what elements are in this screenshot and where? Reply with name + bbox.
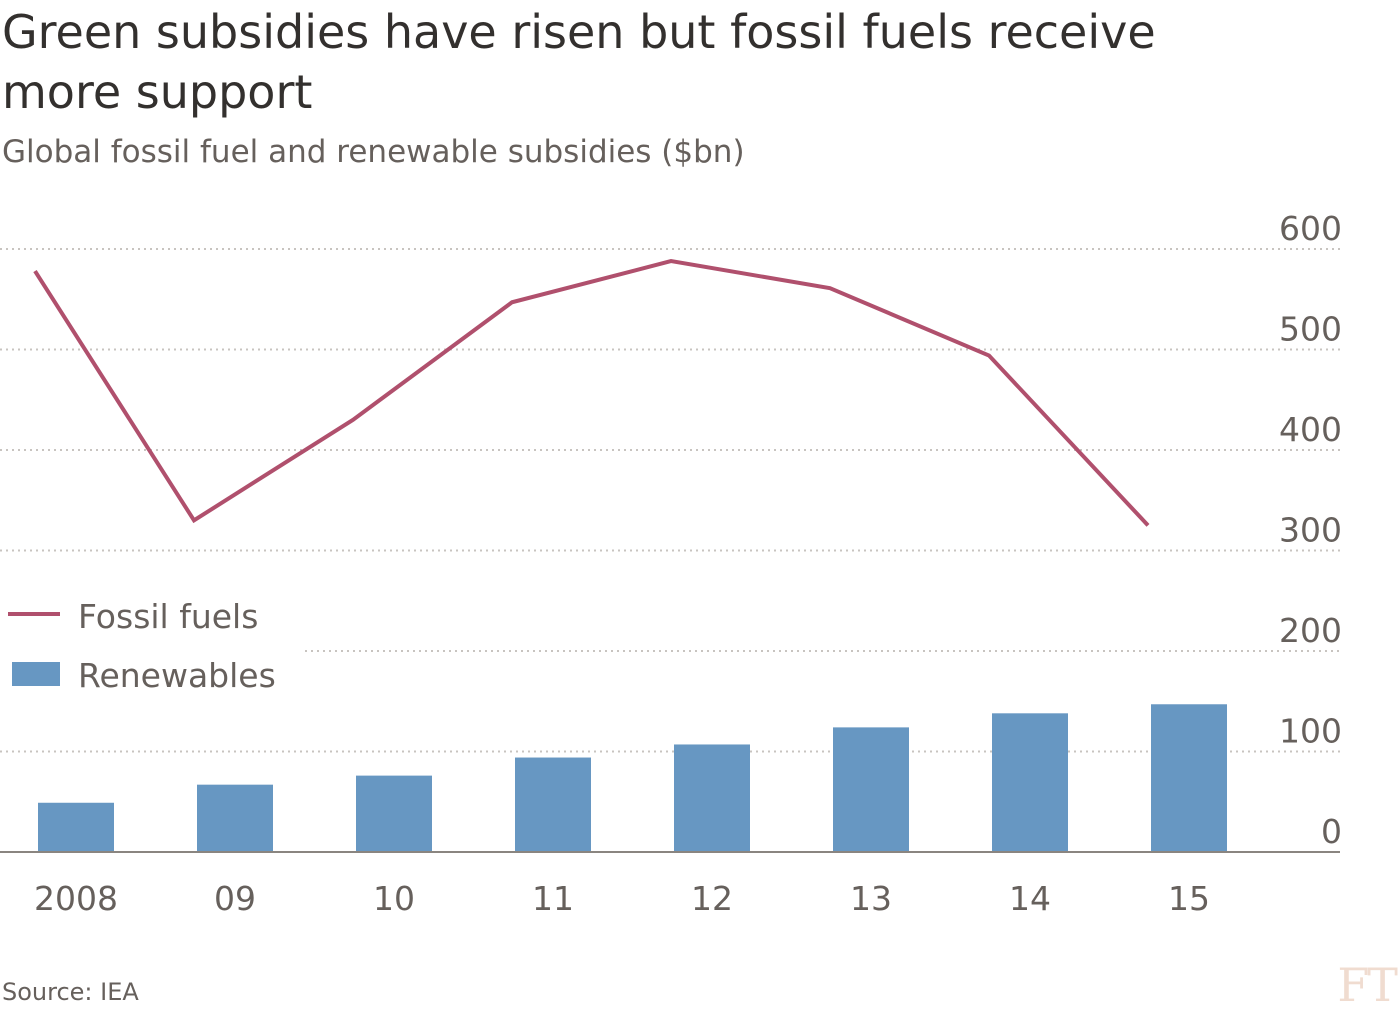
fossil-fuels-line <box>35 261 1148 525</box>
y-tick-label: 400 <box>1279 410 1342 449</box>
legend-fossil-label: Fossil fuels <box>78 597 258 636</box>
bar-renewables-13 <box>833 727 909 851</box>
bar-renewables-15 <box>1151 704 1227 851</box>
bar-renewables-09 <box>197 785 273 851</box>
bar-renewables-14 <box>992 713 1068 851</box>
x-tick-label: 11 <box>532 879 574 918</box>
legend: Fossil fuels Renewables <box>8 597 276 695</box>
legend-renewables-swatch <box>12 662 60 686</box>
source-note: Source: IEA <box>2 978 139 1006</box>
bar-renewables-12 <box>674 744 750 851</box>
x-tick-label: 15 <box>1168 879 1210 918</box>
bar-renewables-2008 <box>38 803 114 851</box>
y-tick-label: 500 <box>1279 310 1342 349</box>
y-tick-label: 300 <box>1279 511 1342 550</box>
x-tick-label: 09 <box>214 879 256 918</box>
y-tick-label: 200 <box>1279 611 1342 650</box>
x-tick-label: 12 <box>691 879 733 918</box>
x-tick-label: 14 <box>1009 879 1051 918</box>
bar-renewables-11 <box>515 758 591 851</box>
x-tick-label: 13 <box>850 879 892 918</box>
y-tick-label: 0 <box>1321 812 1342 851</box>
x-tick-label: 10 <box>373 879 415 918</box>
x-tick-label: 2008 <box>34 879 118 918</box>
y-tick-label: 100 <box>1279 712 1342 751</box>
legend-renewables-label: Renewables <box>78 656 276 695</box>
bar-renewables-10 <box>356 776 432 851</box>
ft-logo: FT <box>1337 958 1396 1012</box>
y-tick-label: 600 <box>1279 209 1342 248</box>
